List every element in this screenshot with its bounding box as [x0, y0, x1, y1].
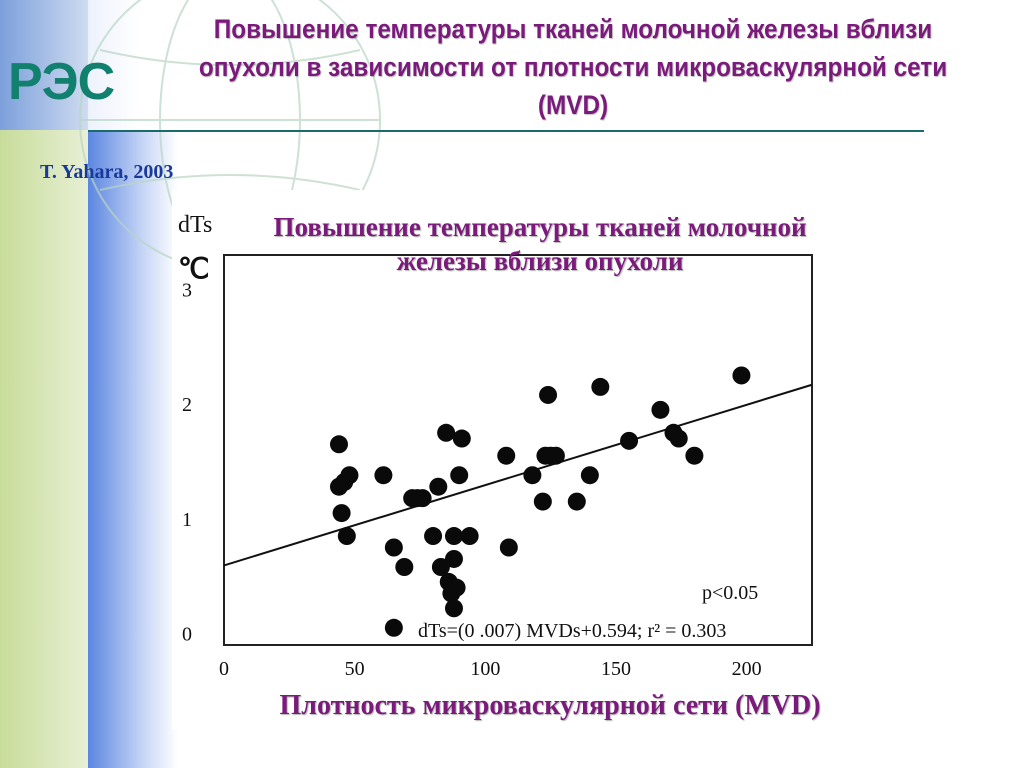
x-tick-label: 50 — [345, 658, 365, 680]
data-point — [384, 538, 403, 557]
p-value-annotation: p<0.05 — [702, 582, 758, 604]
data-point — [340, 466, 359, 485]
data-point — [499, 538, 518, 557]
data-point — [460, 527, 479, 546]
data-point — [329, 435, 348, 454]
data-point — [444, 599, 463, 618]
data-point — [669, 429, 688, 448]
x-axis-label: Плотность микроваскулярной сети (MVD) — [279, 690, 821, 721]
data-point — [337, 527, 356, 546]
data-point — [591, 377, 610, 396]
data-point — [732, 366, 751, 385]
chart-panel — [172, 190, 824, 730]
data-point — [539, 385, 558, 404]
chart-title: Повышение температуры тканей молочной же… — [273, 212, 807, 276]
y-axis-label: dTs — [178, 212, 212, 238]
data-point — [620, 431, 639, 450]
data-point — [580, 466, 599, 485]
data-point — [533, 492, 552, 511]
y-tick-label: 0 — [182, 624, 192, 646]
x-tick-label: 100 — [470, 658, 500, 680]
data-point — [523, 466, 542, 485]
data-point — [497, 446, 516, 465]
title-divider — [88, 130, 924, 132]
x-tick-label: 200 — [732, 658, 762, 680]
author-citation: T. Yahara, 2003 — [40, 161, 174, 183]
regression-equation: dTs=(0 .007) MVDs+0.594; r² = 0.303 — [418, 620, 726, 642]
data-point — [546, 446, 565, 465]
slide-title: Повышение температуры тканей молочной же… — [198, 14, 948, 120]
x-tick-label: 0 — [219, 658, 229, 680]
data-point — [450, 466, 469, 485]
plot-frame — [223, 254, 813, 646]
data-point — [431, 558, 450, 576]
y-tick-label: 1 — [182, 509, 192, 531]
y-tick-label: 3 — [182, 279, 192, 301]
data-point — [685, 446, 704, 465]
data-point — [429, 477, 448, 496]
data-point — [567, 492, 586, 511]
data-point — [651, 400, 670, 419]
data-point — [384, 618, 403, 637]
data-point — [424, 527, 443, 546]
data-point — [444, 549, 463, 568]
data-point — [332, 504, 351, 523]
regression-line — [223, 383, 813, 567]
res-logo: РЭС — [8, 53, 115, 111]
data-point — [447, 578, 466, 597]
data-point — [437, 423, 456, 442]
y-axis-unit: ℃ — [178, 254, 209, 285]
y-tick-label: 2 — [182, 394, 192, 416]
x-tick-label: 150 — [601, 658, 631, 680]
data-point — [413, 489, 432, 508]
data-point — [374, 466, 393, 485]
data-point — [444, 527, 463, 546]
data-point — [452, 429, 471, 448]
data-point — [395, 558, 414, 576]
